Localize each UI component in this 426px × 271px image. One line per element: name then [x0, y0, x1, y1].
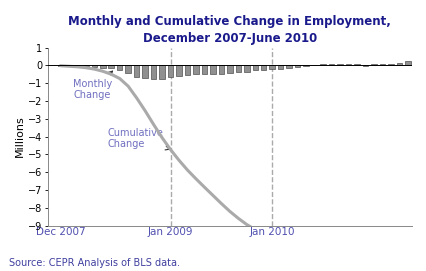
- Bar: [210, 65, 215, 73]
- Bar: [244, 65, 249, 72]
- Bar: [83, 65, 88, 66]
- Bar: [176, 65, 181, 76]
- Bar: [277, 65, 283, 69]
- Bar: [320, 64, 325, 65]
- Bar: [328, 64, 334, 65]
- Title: Monthly and Cumulative Change in Employment,
December 2007-June 2010: Monthly and Cumulative Change in Employm…: [68, 15, 390, 45]
- Bar: [227, 65, 232, 73]
- Bar: [75, 65, 80, 66]
- Bar: [260, 65, 266, 70]
- Bar: [302, 65, 308, 66]
- Bar: [159, 65, 164, 79]
- Bar: [117, 65, 122, 70]
- Text: Monthly
Change: Monthly Change: [73, 71, 112, 100]
- Bar: [142, 65, 147, 78]
- Bar: [184, 65, 190, 75]
- Bar: [362, 65, 367, 66]
- Bar: [193, 65, 198, 74]
- Bar: [286, 65, 291, 67]
- Bar: [100, 65, 105, 67]
- Bar: [235, 65, 241, 72]
- Bar: [370, 64, 376, 65]
- Bar: [91, 65, 97, 67]
- Bar: [66, 65, 72, 66]
- Bar: [387, 64, 393, 65]
- Bar: [269, 65, 274, 69]
- Bar: [167, 65, 173, 77]
- Bar: [150, 65, 156, 79]
- Bar: [134, 65, 139, 77]
- Bar: [294, 65, 299, 67]
- Y-axis label: Millions: Millions: [15, 116, 25, 157]
- Bar: [345, 64, 351, 65]
- Bar: [353, 64, 359, 65]
- Bar: [218, 65, 224, 73]
- Bar: [337, 64, 342, 65]
- Bar: [379, 64, 384, 65]
- Bar: [201, 65, 207, 74]
- Text: Source: CEPR Analysis of BLS data.: Source: CEPR Analysis of BLS data.: [9, 258, 179, 268]
- Text: Cumulative
Change: Cumulative Change: [107, 128, 169, 150]
- Bar: [252, 65, 257, 70]
- Bar: [125, 65, 131, 73]
- Bar: [404, 62, 409, 65]
- Bar: [108, 65, 114, 68]
- Bar: [58, 65, 63, 66]
- Bar: [396, 63, 401, 65]
